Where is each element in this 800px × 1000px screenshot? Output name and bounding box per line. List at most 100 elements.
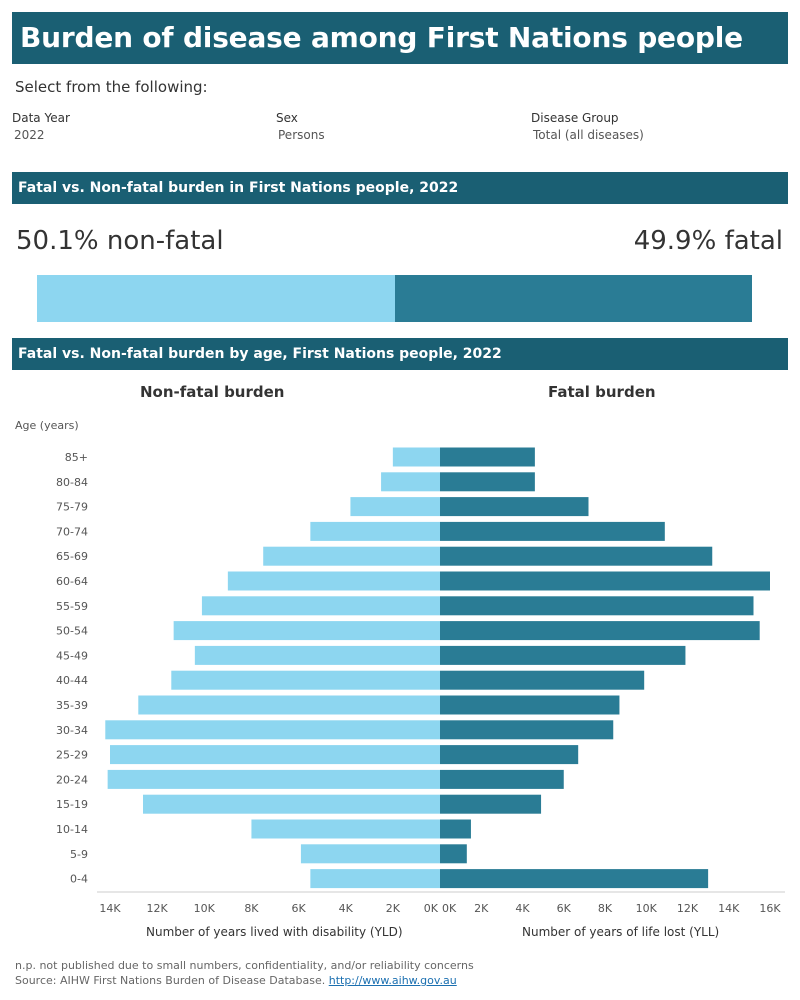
fatal-bar[interactable] bbox=[440, 497, 589, 517]
left-axis-title: Number of years lived with disability (Y… bbox=[146, 925, 403, 939]
nonfatal-bar[interactable] bbox=[173, 621, 440, 641]
right-axis-tick: 4K bbox=[515, 902, 530, 915]
filter-disease-group-label: Disease Group bbox=[531, 111, 619, 125]
age-tick-label: 45-49 bbox=[56, 649, 88, 662]
fatal-bar[interactable] bbox=[440, 546, 713, 566]
right-axis-title: Number of years of life lost (YLL) bbox=[522, 925, 720, 939]
right-axis-tick: 0K bbox=[442, 902, 457, 915]
fatal-bar[interactable] bbox=[440, 645, 686, 665]
left-axis-tick: 0K bbox=[424, 902, 439, 915]
filter-sex-label: Sex bbox=[276, 111, 298, 125]
sex-select[interactable]: Persons bbox=[278, 128, 325, 142]
fatal-bar[interactable] bbox=[440, 819, 471, 839]
left-axis-tick: 6K bbox=[291, 902, 306, 915]
section-fatal-nonfatal-header: Fatal vs. Non-fatal burden in First Nati… bbox=[12, 172, 788, 204]
footer-source: Source: AIHW First Nations Burden of Dis… bbox=[15, 973, 474, 988]
age-tick-label: 50-54 bbox=[56, 625, 88, 638]
nonfatal-bar[interactable] bbox=[227, 571, 440, 591]
nonfatal-percent: 50.1% non-fatal bbox=[16, 226, 224, 256]
fatal-bar[interactable] bbox=[440, 720, 614, 740]
nonfatal-bar[interactable] bbox=[263, 546, 440, 566]
nonfatal-bar[interactable] bbox=[251, 819, 440, 839]
age-tick-label: 60-64 bbox=[56, 575, 88, 588]
fatal-bar[interactable] bbox=[440, 844, 467, 864]
fatal-bar[interactable] bbox=[440, 571, 770, 591]
right-axis-tick: 2K bbox=[474, 902, 489, 915]
fatal-bar[interactable] bbox=[440, 621, 760, 641]
age-tick-label: 35-39 bbox=[56, 699, 88, 712]
fatal-bar[interactable] bbox=[440, 670, 645, 690]
nonfatal-bar[interactable] bbox=[381, 472, 440, 492]
butterfly-chart: 85+ 80-84 75-79 70-74 65-69 60-64 55-59 50-54 45… bbox=[56, 447, 785, 915]
nonfatal-bar[interactable] bbox=[201, 596, 440, 616]
age-axis-title: Age (years) bbox=[15, 419, 79, 432]
left-axis-tick: 14K bbox=[99, 902, 121, 915]
section-by-age-title: Fatal vs. Non-fatal burden by age, First… bbox=[18, 346, 502, 362]
left-axis-tick: 2K bbox=[386, 902, 401, 915]
fatal-percent: 49.9% fatal bbox=[633, 226, 783, 256]
nonfatal-bar[interactable] bbox=[310, 521, 440, 541]
left-axis-tick: 8K bbox=[244, 902, 259, 915]
fatal-segment[interactable] bbox=[395, 275, 752, 322]
age-tick-label: 80-84 bbox=[56, 476, 88, 489]
left-axis-tick: 10K bbox=[194, 902, 216, 915]
data-year-select[interactable]: 2022 bbox=[14, 128, 45, 142]
nonfatal-bar[interactable] bbox=[350, 497, 440, 517]
page-title: Burden of disease among First Nations pe… bbox=[20, 21, 743, 106]
nonfatal-bar[interactable] bbox=[105, 720, 441, 740]
filter-data-year: Data Year 2022 bbox=[12, 111, 70, 142]
filter-prompt: Select from the following: bbox=[15, 78, 208, 96]
right-axis-tick: 14K bbox=[718, 902, 740, 915]
age-tick-label: 15-19 bbox=[56, 798, 88, 811]
filter-disease-group: Disease Group Total (all diseases) bbox=[531, 111, 644, 142]
right-axis-tick: 12K bbox=[677, 902, 699, 915]
fatal-bar[interactable] bbox=[440, 521, 665, 541]
age-tick-label: 20-24 bbox=[56, 773, 88, 786]
fatal-bar[interactable] bbox=[440, 695, 620, 715]
fatal-column-title: Fatal burden bbox=[548, 383, 656, 401]
age-tick-label: 85+ bbox=[65, 451, 88, 464]
age-tick-label: 0-4 bbox=[70, 873, 88, 886]
section-by-age-header: Fatal vs. Non-fatal burden by age, First… bbox=[12, 338, 788, 370]
age-tick-label: 75-79 bbox=[56, 501, 88, 514]
right-axis-tick: 16K bbox=[759, 902, 781, 915]
filter-data-year-label: Data Year bbox=[12, 111, 70, 125]
left-axis-tick: 12K bbox=[147, 902, 169, 915]
section-fatal-nonfatal-title: Fatal vs. Non-fatal burden in First Nati… bbox=[18, 180, 459, 196]
fatal-bar[interactable] bbox=[440, 794, 542, 814]
fatal-bar[interactable] bbox=[440, 745, 579, 765]
fatal-bar[interactable] bbox=[440, 472, 535, 492]
fatal-bar[interactable] bbox=[440, 596, 754, 616]
age-tick-label: 40-44 bbox=[56, 674, 88, 687]
fatal-nonfatal-stacked-bar bbox=[37, 275, 752, 322]
footer: n.p. not published due to small numbers,… bbox=[15, 958, 474, 988]
footer-note: n.p. not published due to small numbers,… bbox=[15, 959, 474, 972]
disease-group-select[interactable]: Total (all diseases) bbox=[533, 128, 644, 142]
fatal-bar[interactable] bbox=[440, 447, 535, 467]
filter-sex: Sex Persons bbox=[276, 111, 325, 142]
nonfatal-bar[interactable] bbox=[300, 844, 440, 864]
right-axis-tick: 6K bbox=[557, 902, 572, 915]
nonfatal-column-title: Non-fatal burden bbox=[140, 383, 285, 401]
nonfatal-bar[interactable] bbox=[310, 869, 440, 889]
nonfatal-bar[interactable] bbox=[107, 769, 441, 789]
nonfatal-segment[interactable] bbox=[37, 275, 396, 322]
nonfatal-bar[interactable] bbox=[138, 695, 441, 715]
nonfatal-bar[interactable] bbox=[110, 745, 440, 765]
source-link[interactable]: http://www.aihw.gov.au bbox=[328, 974, 457, 987]
left-axis-tick: 4K bbox=[339, 902, 354, 915]
nonfatal-bar[interactable] bbox=[171, 670, 441, 690]
page-header: Burden of disease among First Nations pe… bbox=[12, 12, 788, 106]
age-tick-label: 25-29 bbox=[56, 749, 88, 762]
age-tick-label: 30-34 bbox=[56, 724, 88, 737]
fatal-bar[interactable] bbox=[440, 769, 564, 789]
age-tick-label: 55-59 bbox=[56, 600, 88, 613]
age-tick-label: 65-69 bbox=[56, 550, 88, 563]
nonfatal-bar[interactable] bbox=[392, 447, 440, 467]
footer-source-text: Source: AIHW First Nations Burden of Dis… bbox=[15, 974, 329, 987]
nonfatal-bar[interactable] bbox=[143, 794, 440, 814]
nonfatal-bar[interactable] bbox=[194, 645, 440, 665]
fatal-bar[interactable] bbox=[440, 869, 709, 889]
age-tick-label: 5-9 bbox=[70, 848, 88, 861]
age-tick-label: 70-74 bbox=[56, 525, 88, 538]
